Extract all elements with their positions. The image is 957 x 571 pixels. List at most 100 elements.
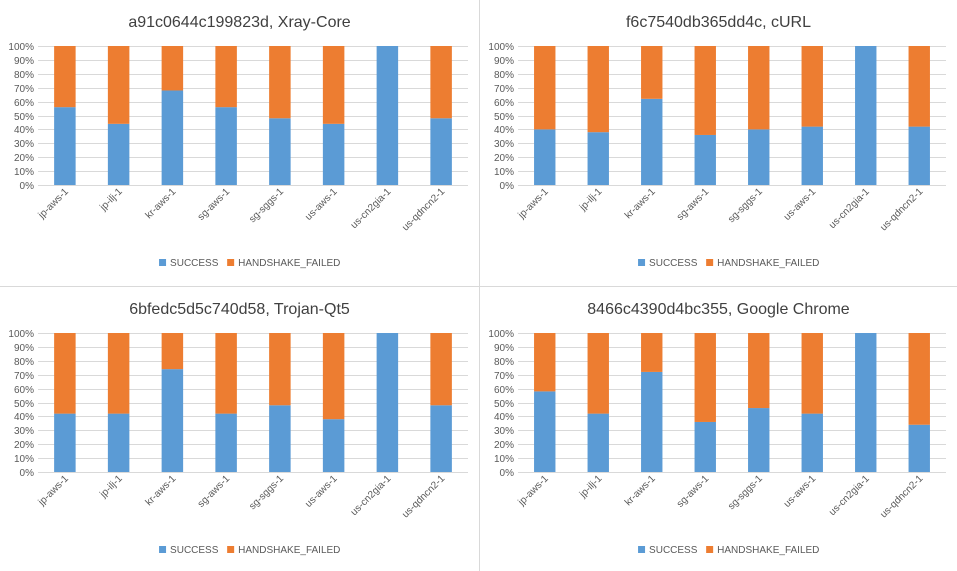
legend-label-success: SUCCESS [170, 545, 219, 556]
y-tick-label: 0% [500, 181, 515, 192]
bar-handshake-failed-kr-aws-1 [161, 333, 184, 370]
x-tick-label: us-cn2gia-1 [827, 186, 872, 231]
bar-success-us-qdncn2-1 [430, 405, 452, 472]
bar-success-us-aws-1 [801, 126, 823, 185]
x-tick-label: jp-ilj-1 [97, 473, 125, 501]
bar-success-sg-aws-1 [215, 107, 237, 185]
y-tick-label: 30% [14, 426, 34, 437]
y-tick-label: 30% [14, 139, 34, 150]
bar-success-sg-sggs-1 [748, 408, 770, 472]
legend-label-handshake-failed: HANDSHAKE_FAILED [238, 258, 340, 269]
y-tick-label: 70% [14, 371, 34, 382]
legend-label-handshake-failed: HANDSHAKE_FAILED [717, 258, 819, 269]
bar-handshake-failed-sg-sggs-1 [748, 46, 770, 130]
x-tick-label: sg-aws-1 [675, 473, 712, 510]
bar-success-kr-aws-1 [161, 90, 184, 185]
bar-success-kr-aws-1 [161, 369, 184, 472]
bar-success-us-cn2gia-1 [376, 333, 399, 472]
bar-handshake-failed-sg-sggs-1 [269, 333, 291, 406]
x-tick-label: kr-aws-1 [623, 186, 658, 221]
x-tick-label: jp-ilj-1 [97, 186, 125, 214]
y-tick-label: 60% [14, 385, 34, 396]
y-tick-label: 40% [14, 412, 34, 423]
bar-handshake-failed-us-aws-1 [322, 333, 345, 420]
chart-panel-google-chrome: 8466c4390d4bc355, Google Chrome 0% 10% 20% 3… [480, 287, 957, 571]
chart-svg: f6c7540db365dd4c, cURL 0% 10% 20% 30% 40% 50% 6… [488, 14, 946, 269]
y-tick-label: 100% [488, 42, 514, 53]
x-tick-label: us-cn2gia-1 [827, 473, 872, 518]
bar-handshake-failed-jp-ilj-1 [587, 333, 609, 414]
x-tick-label: us-aws-1 [782, 473, 819, 510]
y-tick-label: 10% [494, 454, 514, 465]
bar-success-sg-sggs-1 [269, 405, 291, 472]
bar-handshake-failed-sg-sggs-1 [269, 46, 291, 119]
y-tick-label: 50% [494, 399, 514, 410]
y-tick-label: 80% [494, 357, 514, 368]
chart-svg: a91c0644c199823d, Xray-Core 0% 10% 20% 30% 40… [8, 14, 468, 269]
bar-success-jp-aws-1 [54, 413, 76, 472]
y-tick-label: 60% [494, 98, 514, 109]
y-tick-label: 90% [14, 343, 34, 354]
y-tick-label: 50% [14, 399, 34, 410]
y-tick-label: 10% [494, 167, 514, 178]
x-tick-label: sg-aws-1 [675, 186, 712, 223]
x-tick-label: us-cn2gia-1 [349, 473, 394, 518]
x-tick-label: kr-aws-1 [623, 473, 658, 508]
y-tick-label: 20% [14, 440, 34, 451]
y-tick-label: 100% [8, 329, 34, 340]
bar-handshake-failed-jp-aws-1 [534, 333, 556, 392]
legend-label-success: SUCCESS [170, 258, 219, 269]
y-tick-label: 90% [14, 56, 34, 67]
y-tick-label: 40% [14, 125, 34, 136]
bar-handshake-failed-us-qdncn2-1 [430, 333, 452, 406]
bar-success-sg-aws-1 [694, 134, 716, 185]
bar-success-us-aws-1 [322, 123, 345, 185]
bar-success-us-qdncn2-1 [908, 126, 930, 185]
bar-success-jp-ilj-1 [107, 123, 130, 185]
bar-handshake-failed-sg-sggs-1 [748, 333, 770, 409]
x-tick-label: jp-aws-1 [36, 186, 72, 222]
bar-success-jp-aws-1 [534, 129, 556, 185]
x-tick-label: us-aws-1 [303, 473, 340, 510]
bar-handshake-failed-jp-aws-1 [54, 46, 76, 108]
x-tick-label: us-qdncn2-1 [400, 186, 447, 233]
x-tick-label: jp-aws-1 [36, 473, 72, 509]
chart-title: f6c7540db365dd4c, cURL [626, 14, 811, 31]
chart-title: a91c0644c199823d, Xray-Core [128, 14, 350, 31]
legend-label-handshake-failed: HANDSHAKE_FAILED [238, 545, 340, 556]
legend-swatch-success [638, 546, 646, 553]
y-tick-label: 80% [14, 70, 34, 81]
y-tick-label: 70% [494, 371, 514, 382]
legend-swatch-handshake-failed [227, 259, 235, 266]
bar-success-us-cn2gia-1 [376, 46, 399, 185]
bar-handshake-failed-kr-aws-1 [641, 46, 663, 99]
y-tick-label: 60% [494, 385, 514, 396]
bar-success-jp-aws-1 [534, 391, 556, 472]
x-tick-label: jp-aws-1 [516, 186, 552, 222]
x-tick-label: jp-aws-1 [516, 473, 552, 509]
y-tick-label: 70% [494, 84, 514, 95]
y-tick-label: 80% [494, 70, 514, 81]
y-tick-label: 0% [20, 181, 35, 192]
x-tick-label: jp-ilj-1 [577, 186, 605, 214]
x-tick-label: us-qdncn2-1 [878, 473, 925, 520]
x-tick-label: us-qdncn2-1 [400, 473, 447, 520]
bar-handshake-failed-jp-aws-1 [54, 333, 76, 414]
y-tick-label: 80% [14, 357, 34, 368]
y-tick-label: 50% [14, 112, 34, 123]
bar-handshake-failed-jp-aws-1 [534, 46, 556, 130]
legend-swatch-success [638, 259, 646, 266]
bar-handshake-failed-us-aws-1 [322, 46, 345, 124]
bar-success-jp-ilj-1 [587, 132, 609, 185]
legend-label-success: SUCCESS [649, 545, 698, 556]
legend-swatch-handshake-failed [227, 546, 235, 553]
y-tick-label: 100% [8, 42, 34, 53]
y-tick-label: 90% [494, 56, 514, 67]
bar-success-jp-ilj-1 [107, 413, 130, 472]
bar-handshake-failed-jp-ilj-1 [587, 46, 609, 133]
x-tick-label: sg-sggs-1 [247, 473, 286, 512]
bar-handshake-failed-sg-aws-1 [215, 46, 237, 108]
y-tick-label: 50% [494, 112, 514, 123]
bar-success-sg-aws-1 [694, 421, 716, 472]
